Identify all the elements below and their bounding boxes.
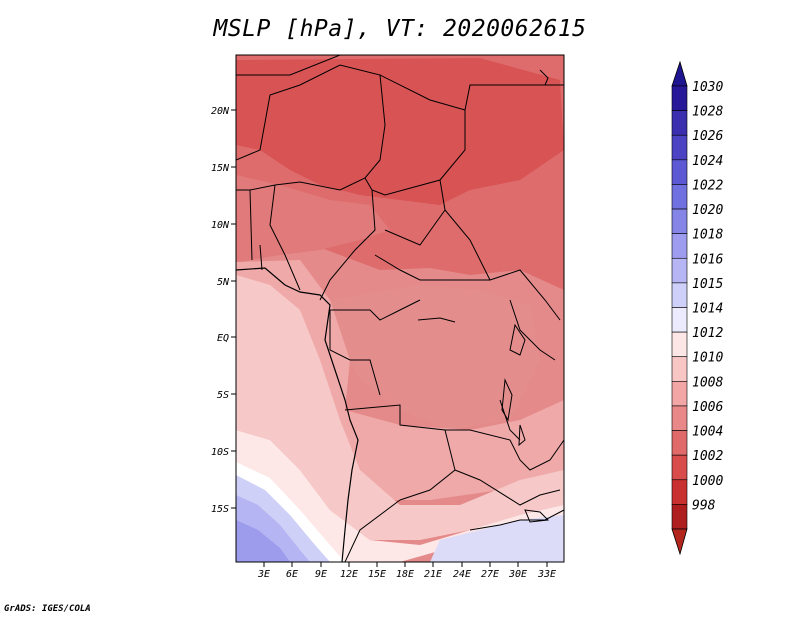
colorbar-label: 1026 bbox=[692, 129, 723, 144]
colorbar-band bbox=[671, 208, 688, 234]
colorbar-band bbox=[671, 85, 688, 111]
colorbar-band bbox=[671, 356, 688, 382]
country-borders bbox=[236, 55, 564, 562]
field-1020 bbox=[236, 520, 290, 562]
lon-label: 21E bbox=[424, 569, 442, 580]
colorbar-top-arrow bbox=[671, 60, 688, 87]
lat-label: 5N bbox=[217, 277, 230, 288]
colorbar-band bbox=[671, 110, 688, 136]
lakes bbox=[417, 69, 550, 523]
colorbar-label: 1004 bbox=[692, 425, 723, 440]
colorbar-bottom-arrow bbox=[671, 528, 688, 556]
colorbar-label: 1000 bbox=[692, 474, 723, 489]
latitude-axis: 20N 15N 10N 5N EQ 5S 10S 15S bbox=[211, 106, 236, 515]
lat-label: 10N bbox=[211, 220, 230, 231]
colorbar-band bbox=[671, 134, 688, 161]
lon-label: 27E bbox=[481, 569, 499, 580]
lon-label: 30E bbox=[508, 569, 527, 580]
lon-label: 24E bbox=[453, 569, 471, 580]
colorbar-label: 1002 bbox=[692, 449, 723, 464]
colorbar-band bbox=[671, 454, 688, 481]
colorbar-band bbox=[671, 159, 688, 185]
colorbar-band bbox=[671, 307, 688, 333]
colorbar-band bbox=[671, 430, 688, 456]
colorbar-label: 1028 bbox=[692, 105, 723, 120]
lon-label: 33E bbox=[537, 569, 556, 580]
lat-label: 5S bbox=[217, 390, 229, 401]
colorbar-label: 1015 bbox=[692, 277, 723, 292]
lon-label: 15E bbox=[368, 569, 386, 580]
colorbar-label: 1014 bbox=[692, 302, 723, 317]
coastline bbox=[235, 267, 359, 563]
lat-label: EQ bbox=[217, 333, 229, 344]
lat-label: 20N bbox=[211, 106, 230, 117]
colorbar-label: 1012 bbox=[692, 326, 723, 341]
plot-frame bbox=[235, 54, 565, 563]
colorbar-label: 1010 bbox=[692, 351, 723, 366]
field-1014 bbox=[236, 430, 564, 562]
colorbar: 1030 1028 1026 1024 1022 1020 1018 1016 1015 1014… bbox=[671, 60, 723, 556]
lon-label: 12E bbox=[340, 569, 358, 580]
colorbar-label: 1020 bbox=[692, 203, 723, 218]
field-1006 bbox=[236, 175, 390, 262]
colorbar-label: 1030 bbox=[692, 80, 723, 95]
colorbar-label: 1008 bbox=[692, 375, 723, 390]
lon-label: 18E bbox=[396, 569, 414, 580]
longitude-axis: 3E 6E 9E 12E 15E 18E 21E 24E 27E 30E 33E bbox=[257, 562, 556, 580]
footer-credit: GrADS: IGES/COLA bbox=[4, 604, 91, 614]
pressure-field bbox=[236, 55, 564, 562]
colorbar-band bbox=[671, 257, 688, 284]
colorbar-band bbox=[671, 184, 688, 210]
colorbar-band bbox=[671, 405, 688, 431]
field-1008-central bbox=[330, 285, 540, 430]
map-title: MSLP [hPa], VT: 2020062615 bbox=[213, 16, 587, 42]
colorbar-band bbox=[671, 233, 688, 259]
colorbar-band bbox=[671, 381, 688, 407]
field-1002 bbox=[236, 58, 564, 205]
colorbar-label: 1024 bbox=[692, 154, 723, 169]
lat-label: 15S bbox=[211, 504, 229, 515]
lat-label: 10S bbox=[211, 447, 229, 458]
colorbar-label: 1006 bbox=[692, 400, 723, 415]
field-1012 bbox=[236, 275, 564, 540]
colorbar-band bbox=[671, 479, 688, 505]
lon-label: 9E bbox=[315, 569, 327, 580]
colorbar-band bbox=[671, 282, 688, 308]
lat-label: 15N bbox=[211, 163, 230, 174]
field-se-1015 bbox=[430, 515, 564, 562]
lon-label: 3E bbox=[257, 569, 270, 580]
colorbar-band bbox=[671, 331, 688, 358]
lon-label: 6E bbox=[286, 569, 298, 580]
colorbar-label: 1022 bbox=[692, 178, 723, 193]
colorbar-label: 998 bbox=[692, 498, 716, 513]
colorbar-band bbox=[671, 504, 688, 530]
colorbar-label: 1018 bbox=[692, 228, 723, 243]
colorbar-label: 1016 bbox=[692, 252, 723, 267]
